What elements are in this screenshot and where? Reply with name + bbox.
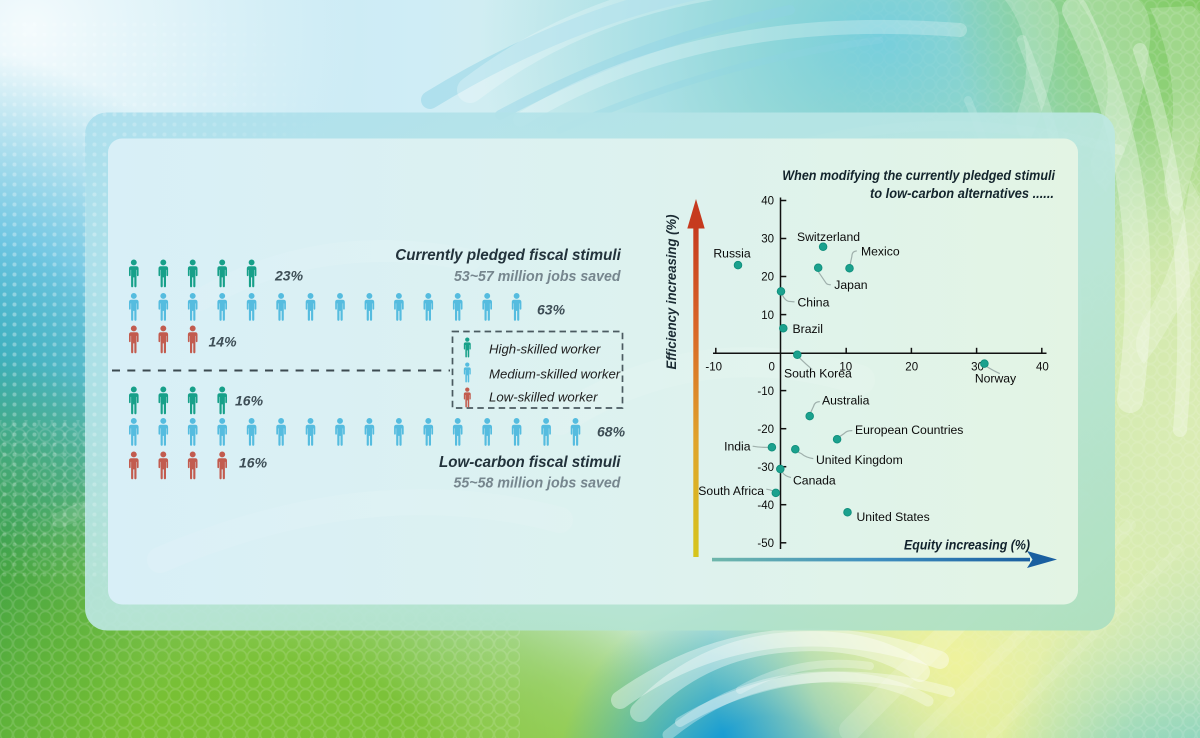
svg-text:India: India — [724, 440, 751, 454]
svg-text:-20: -20 — [757, 424, 774, 436]
svg-text:10: 10 — [839, 362, 852, 374]
svg-text:South Korea: South Korea — [784, 367, 852, 381]
svg-text:10: 10 — [761, 310, 774, 322]
svg-text:Russia: Russia — [713, 247, 750, 261]
svg-text:20: 20 — [905, 362, 918, 374]
svg-text:Australia: Australia — [822, 394, 870, 408]
svg-text:53~57 million jobs saved: 53~57 million jobs saved — [454, 268, 621, 285]
svg-text:40: 40 — [761, 196, 774, 208]
svg-text:20: 20 — [761, 272, 774, 284]
svg-text:Japan: Japan — [834, 278, 867, 292]
svg-text:South Africa: South Africa — [698, 484, 764, 498]
svg-text:Brazil: Brazil — [793, 322, 823, 336]
svg-text:Low-skilled worker: Low-skilled worker — [489, 390, 598, 405]
svg-text:40: 40 — [1036, 362, 1049, 374]
svg-text:63%: 63% — [537, 302, 566, 318]
svg-text:-10: -10 — [757, 386, 774, 398]
svg-text:United Kingdom: United Kingdom — [816, 453, 903, 467]
svg-text:30: 30 — [761, 234, 774, 246]
svg-text:23%: 23% — [274, 268, 304, 284]
svg-text:European Countries: European Countries — [855, 423, 963, 437]
svg-text:Switzerland: Switzerland — [797, 230, 860, 244]
svg-text:Efficiency increasing (%): Efficiency increasing (%) — [663, 214, 679, 369]
svg-text:to low-carbon alternatives ...: to low-carbon alternatives ...... — [870, 185, 1054, 201]
svg-text:-10: -10 — [705, 362, 722, 374]
svg-text:Canada: Canada — [793, 474, 836, 488]
svg-text:16%: 16% — [235, 393, 264, 409]
svg-text:-30: -30 — [757, 462, 774, 474]
svg-text:Low-carbon fiscal stimuli: Low-carbon fiscal stimuli — [439, 454, 621, 471]
svg-text:68%: 68% — [597, 424, 626, 440]
svg-text:Norway: Norway — [975, 372, 1017, 386]
svg-text:China: China — [798, 296, 830, 310]
svg-text:Medium-skilled worker: Medium-skilled worker — [489, 367, 621, 382]
svg-text:-50: -50 — [757, 538, 774, 550]
svg-text:55~58 million jobs saved: 55~58 million jobs saved — [454, 475, 622, 492]
svg-text:United States: United States — [857, 510, 930, 524]
svg-text:When modifying the currently p: When modifying the currently pledged sti… — [782, 167, 1056, 183]
svg-text:High-skilled worker: High-skilled worker — [489, 342, 601, 357]
svg-text:14%: 14% — [209, 334, 238, 350]
svg-text:Currently pledged fiscal stimu: Currently pledged fiscal stimuli — [395, 247, 621, 264]
svg-text:-40: -40 — [757, 500, 774, 512]
svg-text:0: 0 — [768, 362, 774, 374]
svg-text:Mexico: Mexico — [861, 245, 900, 259]
svg-text:16%: 16% — [239, 455, 268, 471]
svg-text:Equity increasing (%): Equity increasing (%) — [904, 538, 1030, 553]
